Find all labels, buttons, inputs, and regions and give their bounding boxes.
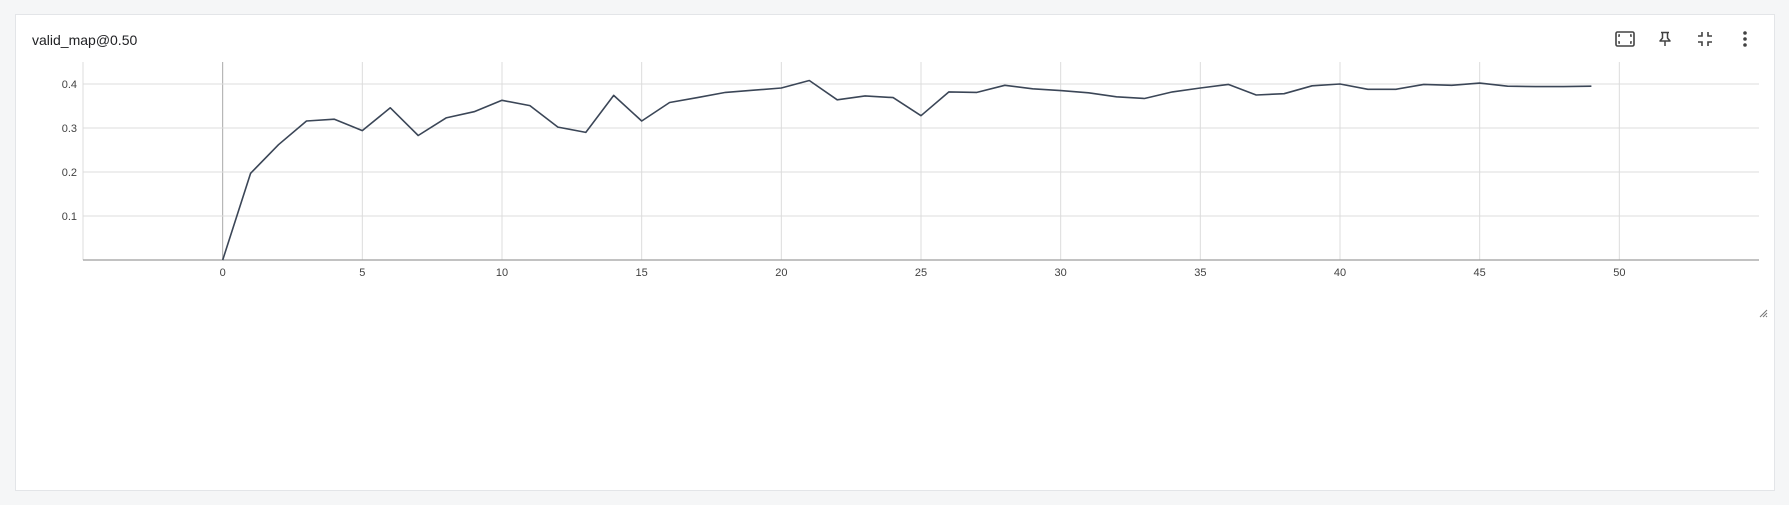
more-vert-icon [1743,31,1747,47]
x-tick-label: 50 [1613,267,1625,279]
y-tick-label: 0.1 [62,211,77,223]
resize-icon [1759,309,1768,318]
x-tick-label: 20 [775,267,787,279]
collapse-button[interactable] [1694,28,1716,50]
collapse-icon [1698,32,1712,46]
x-tick-label: 15 [636,267,648,279]
x-tick-label: 40 [1334,267,1346,279]
x-tick-label: 10 [496,267,508,279]
y-tick-label: 0.3 [62,123,77,135]
x-tick-label: 30 [1055,267,1067,279]
x-tick-label: 25 [915,267,927,279]
x-tick-label: 0 [220,267,226,279]
fit-screen-icon [1615,31,1635,47]
card-toolbar [1614,28,1756,50]
fit-to-data-button[interactable] [1614,28,1636,50]
pin-button[interactable] [1654,28,1676,50]
chart-title: valid_map@0.50 [32,32,138,48]
x-tick-label: 45 [1474,267,1486,279]
pin-icon [1659,31,1671,46]
y-tick-label: 0.2 [62,167,77,179]
resize-handle[interactable] [1758,305,1768,318]
x-tick-label: 35 [1194,267,1206,279]
chart-area[interactable]: 0 5 10 15 20 25 30 35 40 45 50 0.1 0.2 0.3 0.4 [16,15,1774,320]
x-tick-label: 5 [359,267,365,279]
more-options-button[interactable] [1734,28,1756,50]
series-line [221,79,1592,261]
chart-card: valid_map@0.50 0 5 10 15 20 25 3 [15,14,1775,491]
line-chart[interactable]: 0 5 10 15 20 25 30 35 40 45 50 0.1 0.2 0.3 0.4 [16,15,1774,315]
y-tick-label: 0.4 [62,79,77,91]
